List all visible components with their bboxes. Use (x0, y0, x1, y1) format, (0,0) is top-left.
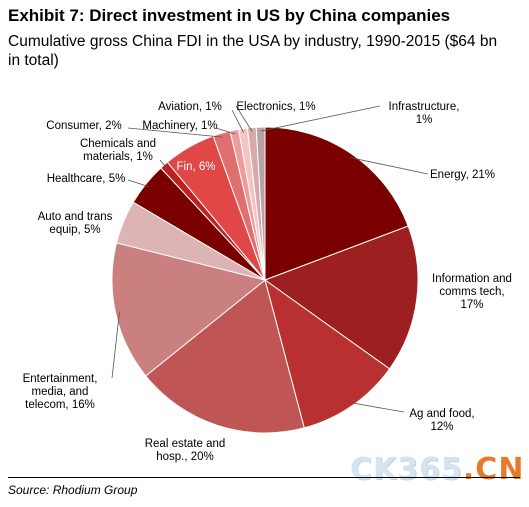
watermark-dot: . (462, 452, 476, 487)
leader-line-aviation (231, 109, 244, 133)
slice-label-ag-and-food: Ag and food, 12% (409, 408, 474, 433)
slice-label-aviation: Aviation, 1% (158, 101, 222, 113)
pie-slice-infrastructure (255, 126, 266, 281)
footer-divider (8, 477, 520, 478)
slice-label-electronics: Electronics, 1% (236, 101, 315, 113)
leader-line-ag-and-food (349, 402, 405, 413)
pie-slice-information-and-comms-tech (263, 225, 419, 370)
source-note: Source: Rhodium Group (8, 483, 138, 497)
watermark-logo: CK365.CN (350, 452, 524, 487)
pie-slices (111, 126, 419, 434)
leader-line-entertainment-media-and-telecom (111, 311, 120, 379)
watermark-cn: CN (475, 452, 525, 487)
leader-line-healthcare (127, 179, 150, 188)
slice-label-machinery: Machinery, 1% (142, 120, 217, 132)
label-leader-lines (111, 105, 429, 413)
leader-line-electronics (235, 105, 253, 132)
pie-slice-real-estate-and-hosp (145, 279, 305, 434)
pie-slice-entertainment-media-and-telecom (111, 242, 267, 377)
pie-slice-energy (264, 126, 409, 281)
leader-line-energy (349, 157, 429, 175)
slice-label-infrastructure: Infrastructure, 1% (389, 101, 460, 126)
slice-label-chemicals-and-materials: Chemicals and materials, 1% (80, 138, 156, 163)
slice-labels: Energy, 21% Information and comms tech, 17%… (23, 101, 512, 463)
slice-label-real-estate-and-hosp: Real estate and hosp., 20% (145, 438, 226, 463)
slice-label-auto-and-trans-equip: Auto and trans equip, 5% (38, 211, 113, 236)
leader-line-chemicals-and-materials (159, 159, 167, 169)
slice-label-energy: Energy, 21% (430, 169, 495, 181)
slice-label-entertainment-media-and-telecom: Entertainment, media, and telecom, 16% (23, 373, 98, 411)
leader-line-consumer (127, 127, 223, 138)
slice-label-healthcare: Healthcare, 5% (47, 173, 126, 185)
leader-line-machinery (215, 127, 236, 135)
leader-line-infrastructure (260, 105, 381, 132)
slice-label-consumer: Consumer, 2% (46, 120, 121, 132)
chart-title: Exhibit 7: Direct investment in US by Ch… (8, 6, 451, 25)
pie-slice-ag-and-food (264, 278, 391, 429)
watermark-main: CK365 (350, 452, 463, 487)
slice-label-fin: Fin, 6% (177, 161, 216, 173)
chart-subtitle: Cumulative gross China FDI in the USA by… (8, 33, 498, 69)
slice-label-information-and-comms-tech: Information and comms tech, 17% (432, 273, 512, 311)
